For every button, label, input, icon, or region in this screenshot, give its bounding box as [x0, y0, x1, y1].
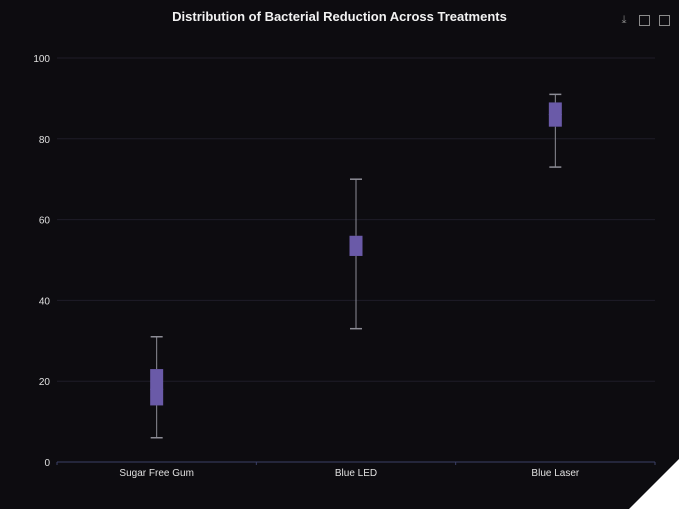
- page-corner: [629, 459, 679, 509]
- x-tick-label: Blue LED: [335, 468, 377, 479]
- y-tick-label: 0: [44, 458, 50, 469]
- x-tick-label: Blue Laser: [531, 468, 579, 479]
- x-tick-label: Sugar Free Gum: [119, 468, 193, 479]
- download-icon[interactable]: ⤓: [621, 14, 627, 26]
- box-sugar-free-gum: [150, 369, 164, 406]
- zoom-select-icon[interactable]: [639, 15, 650, 26]
- y-tick-label: 80: [39, 135, 51, 146]
- chart-title: Distribution of Bacterial Reduction Acro…: [172, 9, 507, 24]
- y-tick-label: 60: [39, 216, 51, 227]
- y-tick-label: 20: [39, 377, 51, 388]
- zoom-reset-icon[interactable]: [659, 15, 670, 26]
- y-tick-label: 40: [39, 296, 51, 307]
- box-blue-led: [349, 235, 363, 256]
- y-tick-label: 100: [33, 54, 50, 65]
